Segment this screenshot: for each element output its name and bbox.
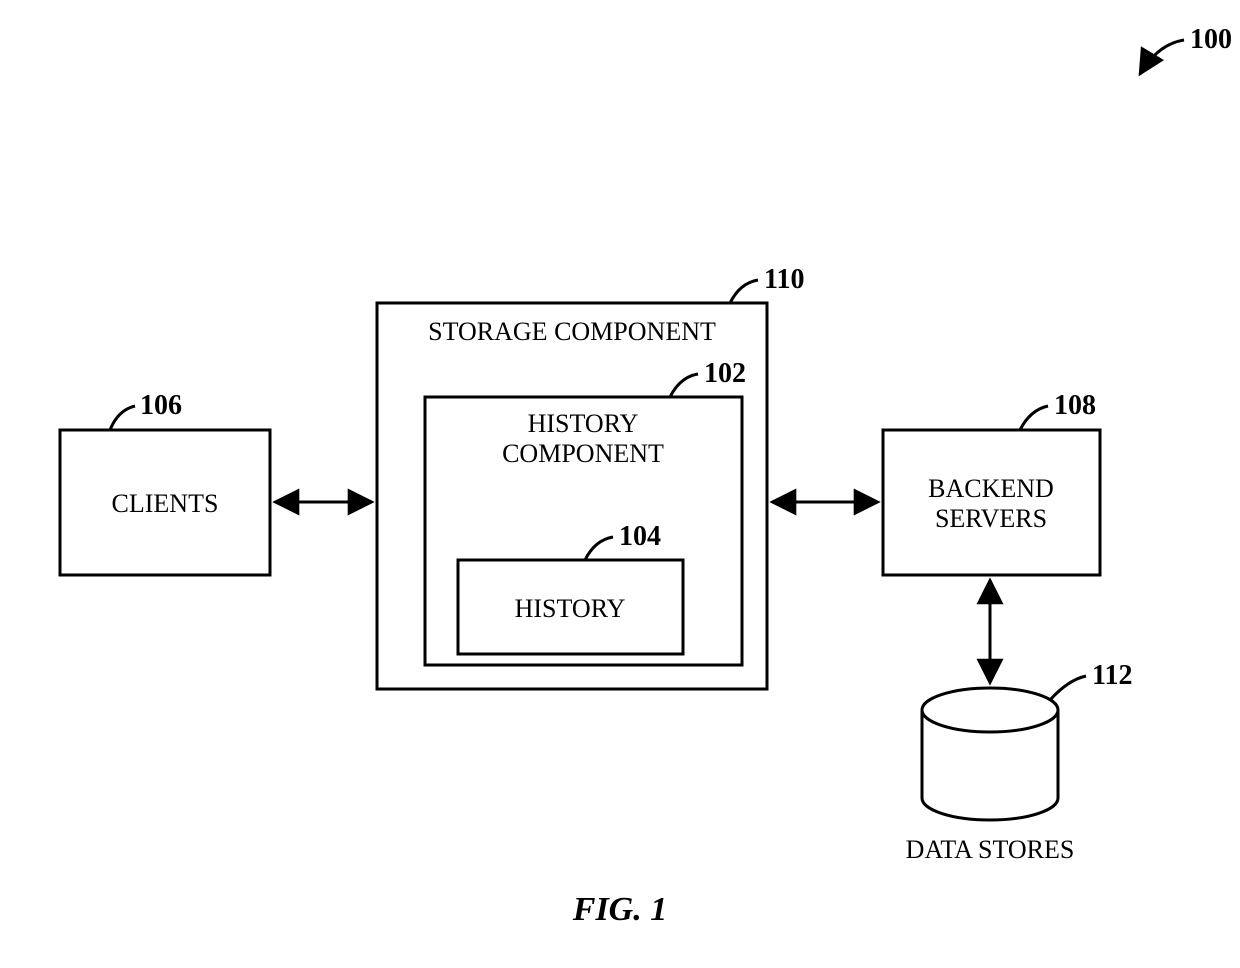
history-component-label-1: HISTORY [528, 409, 639, 438]
ref-110-leader [730, 280, 758, 303]
ref-112-leader [1050, 676, 1086, 700]
ref-108: 108 [1054, 390, 1096, 421]
datastore-cylinder [922, 688, 1058, 820]
backend-label-2: SERVERS [935, 504, 1047, 533]
history-label: HISTORY [515, 594, 626, 623]
backend-label-1: BACKEND [928, 474, 1054, 503]
figure-label: FIG. 1 [572, 891, 667, 928]
ref-108-leader [1020, 406, 1048, 430]
storage-label: STORAGE COMPONENT [428, 317, 716, 346]
history-component-label-2: COMPONENT [502, 439, 664, 468]
datastore-label: DATA STORES [906, 835, 1075, 864]
ref-102: 102 [704, 358, 746, 389]
ref-100-leader [1140, 40, 1184, 74]
ref-100: 100 [1190, 24, 1232, 55]
ref-104: 104 [619, 521, 661, 552]
ref-104-leader [585, 537, 613, 560]
clients-label: CLIENTS [112, 489, 219, 518]
ref-106-leader [110, 406, 135, 430]
ref-110: 110 [764, 264, 804, 295]
ref-106: 106 [140, 390, 182, 421]
ref-102-leader [670, 374, 698, 397]
ref-112: 112 [1092, 660, 1132, 691]
